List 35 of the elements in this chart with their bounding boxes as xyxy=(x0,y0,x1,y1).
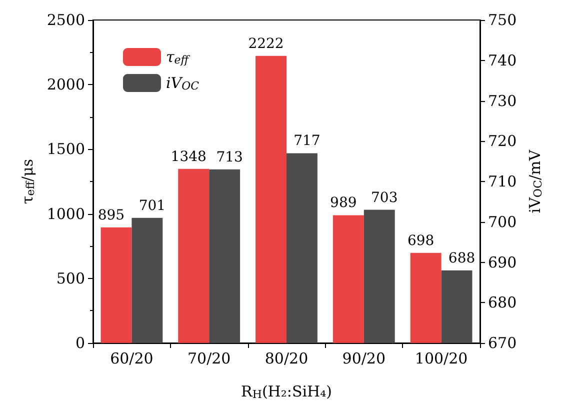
y2-tick-label: 690 xyxy=(488,253,517,272)
y2-tick-label: 720 xyxy=(488,132,517,150)
y-tick-label: 2500 xyxy=(46,11,85,29)
legend-label: iVOC xyxy=(166,74,200,92)
y2-axis-title: iVOC/mV xyxy=(526,148,545,214)
x-tick-label: 90/20 xyxy=(342,350,386,368)
y2-tick-label: 680 xyxy=(488,294,517,312)
data-label: 717 xyxy=(294,133,320,150)
legend-label: τeff xyxy=(166,48,191,66)
x-axis-title: RH(H₂:SiH₄) xyxy=(241,382,332,401)
x-tick-label: 80/20 xyxy=(264,350,308,368)
x-tick-label: 70/20 xyxy=(187,350,231,368)
data-label: 989 xyxy=(330,195,357,212)
x-tick-label: 60/20 xyxy=(110,350,154,368)
y2-tick-label: 730 xyxy=(488,92,517,110)
y-tick-label: 1000 xyxy=(46,204,85,223)
y-axis-title: τeff/μs xyxy=(18,158,37,204)
x-tick-label: 100/20 xyxy=(414,350,468,368)
data-label: 698 xyxy=(407,232,434,249)
y2-tick-label: 670 xyxy=(488,334,517,352)
y2-tick-label: 740 xyxy=(488,51,517,70)
y-tick-label: 1500 xyxy=(46,140,85,158)
data-label: 701 xyxy=(138,198,166,214)
data-label: 703 xyxy=(371,190,398,206)
y2-tick-label: 710 xyxy=(488,172,517,190)
y-tick-label: 0 xyxy=(75,334,85,352)
data-label: 713 xyxy=(216,149,243,166)
data-label: 1348 xyxy=(170,148,206,165)
y2-tick-label: 750 xyxy=(488,11,517,29)
data-label: 688 xyxy=(448,250,476,266)
data-label: 895 xyxy=(98,207,125,224)
y2-tick-label: 700 xyxy=(488,212,517,231)
data-label: 2222 xyxy=(248,36,284,52)
y-tick-label: 2000 xyxy=(46,76,85,94)
y-tick-label: 500 xyxy=(56,269,85,288)
